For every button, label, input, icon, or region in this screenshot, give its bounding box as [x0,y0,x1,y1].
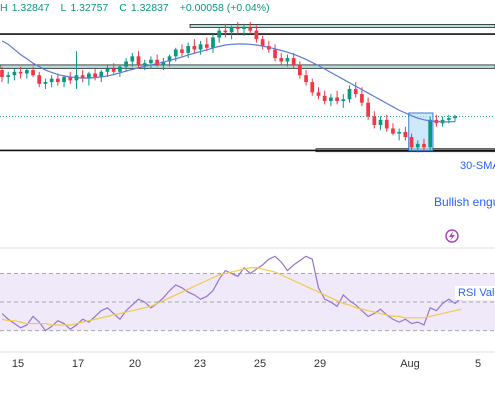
change-value: +0.00058 (+0.04%) [179,2,270,14]
candle-body [87,73,91,79]
x-tick-label: 17 [71,358,85,370]
candle-body [192,46,197,50]
support-resistance-zone [189,24,495,28]
candle-body [68,76,73,81]
candle-body [80,75,85,79]
candle-body [329,97,333,101]
support-resistance-zone [0,64,495,69]
candle-body [273,49,277,59]
candle-body [453,116,457,119]
engulfing-label: Bullish engulfing [431,194,495,210]
high-value: H 1.32847 [0,2,50,14]
candle-body [198,44,203,50]
candle-body [304,75,308,83]
sma-line [1,40,456,123]
candle-body [310,82,315,93]
candle-body [167,56,172,62]
candle-body [0,70,4,77]
candle-body [391,128,395,134]
x-tick-label: 20 [128,358,142,370]
candle-body [124,61,128,67]
candle-body [335,97,339,101]
x-tick-label: 23 [193,358,207,370]
candle-body [366,102,370,117]
candle-body [43,82,48,84]
candle-body [31,70,35,76]
candle-body [136,56,141,65]
candle-body [378,119,383,125]
candle-body [186,46,191,53]
candle-body [341,99,346,101]
candle-body [279,58,284,62]
candle-body [298,64,302,76]
candle-body [93,73,97,77]
candle-body [118,66,122,72]
x-tick-label: 15 [11,358,25,370]
candle-body [360,94,364,103]
candle-body [217,30,222,38]
candle-body [397,131,402,134]
candle-body [18,71,23,74]
candle-body [130,56,135,62]
candle-body [446,118,451,120]
candle-body [291,58,296,65]
candle-body [428,119,433,148]
rsi-label: RSI Value [455,286,495,300]
candle-body [24,70,29,74]
candle-body [161,61,166,65]
candle-body [149,59,153,64]
x-tick-label: 25 [253,358,267,370]
candle-body [37,75,42,84]
x-tick-label: Aug [400,358,420,370]
candle-body [248,27,253,31]
candle-body [211,37,215,48]
ohlc-readout: H 1.32847 L 1.32757 C 1.32837 +0.00058 (+0.… [0,2,270,18]
candle-body [155,59,159,65]
candle-body [254,30,259,40]
candle-body [422,143,426,148]
candle-body [12,71,17,76]
lightning-circle-icon [445,229,459,243]
candle-body [384,119,389,129]
candle-body [180,49,184,53]
candle-body [6,75,11,77]
candle-body [242,27,246,29]
sma-label: 30-SMA [457,159,495,173]
candle-body [223,30,228,33]
candle-body [372,116,377,125]
low-value: L 1.32757 [60,2,109,14]
candle-body [260,39,265,47]
candle-body [99,71,104,77]
candle-body [49,78,54,83]
candle-body [409,137,414,148]
close-value: C 1.32837 [119,2,169,14]
candle-body [322,95,327,101]
candle-body [403,131,408,138]
candle-body [173,49,178,57]
candle-body [353,88,358,95]
candle-body [229,27,234,33]
candle-body [204,44,209,48]
x-tick-label: 5 [474,358,482,370]
candle-body [55,78,60,83]
candle-body [111,68,116,72]
candle-body [347,88,352,100]
candle-body [62,76,66,83]
candle-body [235,27,240,29]
rsi-ma-line [1,267,462,326]
candle-body [142,63,147,65]
candle-body [105,68,110,72]
candle-body [415,143,420,148]
candle-body [285,58,290,62]
candle-body [316,92,321,96]
x-tick-label: 29 [313,358,327,370]
